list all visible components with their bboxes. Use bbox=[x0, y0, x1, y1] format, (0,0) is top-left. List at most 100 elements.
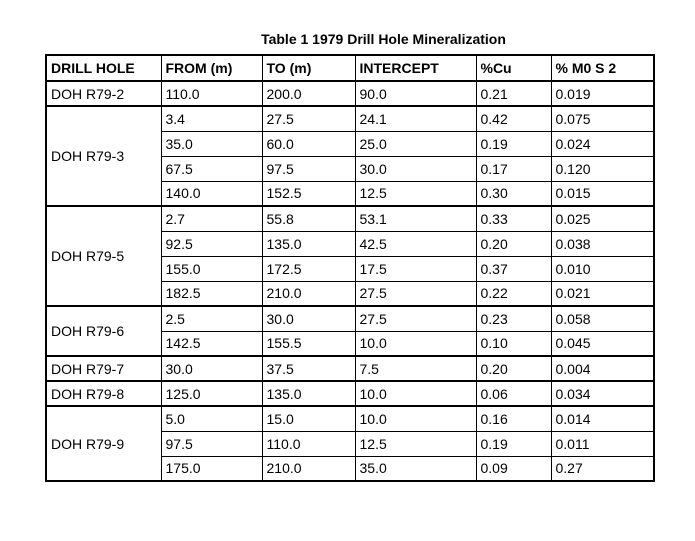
cell-from: 35.0 bbox=[160, 130, 263, 157]
table-row: DOH R79-8 125.0 135.0 10.0 0.06 0.034 bbox=[45, 380, 655, 407]
cell-from: 140.0 bbox=[160, 180, 263, 207]
cell-to: 135.0 bbox=[261, 230, 356, 257]
cell-mos2: 0.034 bbox=[550, 380, 655, 407]
cell-intercept: 27.5 bbox=[354, 280, 477, 307]
column-header-intercept: INTERCEPT bbox=[354, 54, 477, 82]
cell-cu: 0.33 bbox=[475, 205, 552, 232]
cell-intercept: 24.1 bbox=[354, 105, 477, 132]
cell-cu: 0.21 bbox=[475, 80, 552, 107]
cell-mos2: 0.014 bbox=[550, 405, 655, 432]
cell-mos2: 0.075 bbox=[550, 105, 655, 132]
cell-mos2: 0.019 bbox=[550, 80, 655, 107]
table-row: 175.0 210.0 35.0 0.09 0.27 bbox=[46, 455, 655, 482]
cell-intercept: 12.5 bbox=[354, 180, 477, 207]
cell-drill-hole: DOH R79-5 bbox=[45, 205, 162, 307]
table-row: 35.0 60.0 25.0 0.19 0.024 bbox=[46, 130, 655, 157]
table-row: 67.5 97.5 30.0 0.17 0.120 bbox=[46, 155, 655, 182]
cell-to: 155.5 bbox=[261, 330, 356, 357]
cell-from: 110.0 bbox=[160, 80, 263, 107]
cell-mos2: 0.024 bbox=[550, 130, 655, 157]
table-row: DOH R79-6 2.5 30.0 27.5 0.23 0.058 bbox=[45, 305, 655, 357]
cell-to: 15.0 bbox=[261, 405, 356, 432]
cell-intercept: 53.1 bbox=[354, 205, 477, 232]
cell-intercept: 10.0 bbox=[354, 330, 477, 357]
cell-mos2: 0.004 bbox=[550, 355, 655, 382]
table-row: DOH R79-2 110.0 200.0 90.0 0.21 0.019 bbox=[45, 80, 655, 107]
cell-intercept: 90.0 bbox=[354, 80, 477, 107]
column-header-drill-hole: DRILL HOLE bbox=[45, 54, 162, 82]
table-row: 182.5 210.0 27.5 0.22 0.021 bbox=[46, 280, 655, 307]
cell-cu: 0.20 bbox=[475, 230, 552, 257]
cell-mos2: 0.021 bbox=[550, 280, 655, 307]
column-header-cu: %Cu bbox=[475, 54, 552, 82]
column-header-from: FROM (m) bbox=[160, 54, 263, 82]
cell-cu: 0.37 bbox=[475, 255, 552, 282]
cell-mos2: 0.120 bbox=[550, 155, 655, 182]
cell-drill-hole: DOH R79-6 bbox=[45, 305, 162, 357]
cell-drill-hole: DOH R79-9 bbox=[45, 405, 162, 482]
cell-from: 155.0 bbox=[160, 255, 263, 282]
table-row: DOH R79-9 5.0 15.0 10.0 0.16 0.014 bbox=[45, 405, 655, 482]
cell-cu: 0.42 bbox=[475, 105, 552, 132]
cell-intercept: 25.0 bbox=[354, 130, 477, 157]
cell-intercept: 35.0 bbox=[354, 455, 477, 482]
column-header-mos2: % M0 S 2 bbox=[550, 54, 655, 82]
cell-from: 182.5 bbox=[160, 280, 263, 307]
cell-from: 3.4 bbox=[160, 105, 263, 132]
cell-to: 135.0 bbox=[261, 380, 356, 407]
cell-cu: 0.22 bbox=[475, 280, 552, 307]
table-title: Table 1 1979 Drill Hole Mineralization bbox=[261, 31, 506, 47]
cell-to: 37.5 bbox=[261, 355, 356, 382]
cell-cu: 0.30 bbox=[475, 180, 552, 207]
cell-from: 92.5 bbox=[160, 230, 263, 257]
mineralization-table: DRILL HOLE FROM (m) TO (m) INTERCEPT %Cu% M0… bbox=[45, 54, 655, 482]
column-header-to: TO (m) bbox=[261, 54, 356, 82]
cell-intercept: 7.5 bbox=[354, 355, 477, 382]
cell-from: 97.5 bbox=[160, 430, 263, 457]
cell-drill-hole: DOH R79-7 bbox=[45, 355, 162, 382]
cell-from: 67.5 bbox=[160, 155, 263, 182]
cell-from: 5.0 bbox=[160, 405, 263, 432]
table-row: 140.0 152.5 12.5 0.30 0.015 bbox=[46, 180, 655, 207]
cell-to: 210.0 bbox=[261, 280, 356, 307]
table-row: DOH R79-7 30.0 37.5 7.5 0.20 0.004 bbox=[45, 355, 655, 382]
cell-from: 2.7 bbox=[160, 205, 263, 232]
cell-intercept: 12.5 bbox=[354, 430, 477, 457]
cell-mos2: 0.015 bbox=[550, 180, 655, 207]
cell-cu: 0.23 bbox=[475, 305, 552, 332]
cell-to: 97.5 bbox=[261, 155, 356, 182]
cell-intercept: 42.5 bbox=[354, 230, 477, 257]
cell-from: 2.5 bbox=[160, 305, 263, 332]
cell-cu: 0.16 bbox=[475, 405, 552, 432]
cell-to: 55.8 bbox=[261, 205, 356, 232]
cell-mos2: 0.011 bbox=[550, 430, 655, 457]
cell-intercept: 27.5 bbox=[354, 305, 477, 332]
cell-mos2: 0.27 bbox=[550, 455, 655, 482]
cell-cu: 0.17 bbox=[475, 155, 552, 182]
cell-to: 30.0 bbox=[261, 305, 356, 332]
cell-intercept: 30.0 bbox=[354, 155, 477, 182]
table-row: 155.0 172.5 17.5 0.37 0.010 bbox=[46, 255, 655, 282]
cell-cu: 0.19 bbox=[475, 430, 552, 457]
cell-cu: 0.20 bbox=[475, 355, 552, 382]
cell-to: 110.0 bbox=[261, 430, 356, 457]
table-row: 92.5 135.0 42.5 0.20 0.038 bbox=[46, 230, 655, 257]
cell-to: 172.5 bbox=[261, 255, 356, 282]
cell-to: 27.5 bbox=[261, 105, 356, 132]
cell-cu: 0.19 bbox=[475, 130, 552, 157]
cell-from: 175.0 bbox=[160, 455, 263, 482]
cell-drill-hole: DOH R79-8 bbox=[45, 380, 162, 407]
cell-to: 210.0 bbox=[261, 455, 356, 482]
cell-cu: 0.10 bbox=[475, 330, 552, 357]
cell-to: 152.5 bbox=[261, 180, 356, 207]
cell-mos2: 0.058 bbox=[550, 305, 655, 332]
cell-mos2: 0.038 bbox=[550, 230, 655, 257]
cell-from: 30.0 bbox=[160, 355, 263, 382]
cell-mos2: 0.025 bbox=[550, 205, 655, 232]
table-row: DOH R79-3 3.4 27.5 24.1 0.42 0.075 bbox=[45, 105, 655, 207]
cell-cu: 0.09 bbox=[475, 455, 552, 482]
cell-from: 142.5 bbox=[160, 330, 263, 357]
cell-from: 125.0 bbox=[160, 380, 263, 407]
cell-cu: 0.06 bbox=[475, 380, 552, 407]
header-row: DRILL HOLE FROM (m) TO (m) INTERCEPT %Cu% M0… bbox=[45, 54, 655, 82]
